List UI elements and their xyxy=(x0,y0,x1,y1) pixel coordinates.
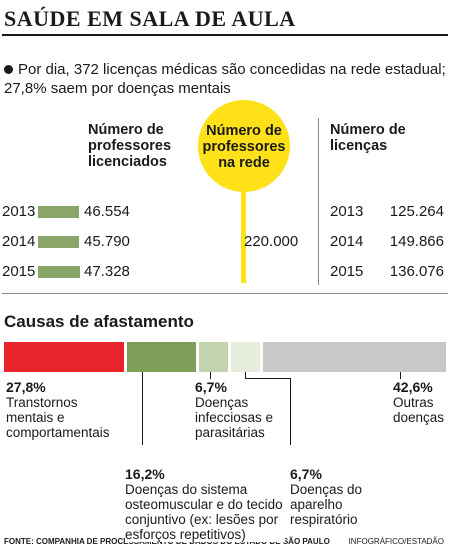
license-value: 125.264 xyxy=(389,203,444,220)
percent-label: 6,7% xyxy=(195,379,227,395)
leader-line xyxy=(245,378,291,379)
year-label: 2015 xyxy=(330,263,364,280)
cause-name: Doenças infecciosas e parasitárias xyxy=(195,395,274,440)
cause-name: Doenças do aparelho respiratório xyxy=(290,482,363,527)
segment xyxy=(4,342,124,372)
segment xyxy=(126,342,197,372)
year-label: 2014 xyxy=(2,233,36,250)
divider xyxy=(2,293,448,294)
cause-label: 42,6% Outras doenças xyxy=(393,379,450,425)
column-title: Número de licenças xyxy=(330,122,406,154)
bar xyxy=(38,236,79,248)
segment xyxy=(262,342,446,372)
segment xyxy=(231,342,260,372)
bar xyxy=(38,206,80,218)
value-label: 45.790 xyxy=(84,233,130,250)
cause-label: 27,8% Transtornos mentais e comportamenta… xyxy=(6,379,121,440)
cause-name: Outras doenças xyxy=(393,395,445,425)
license-value: 136.076 xyxy=(389,263,444,280)
year-label: 2013 xyxy=(2,203,36,220)
column-title: Número de professores na rede xyxy=(202,123,286,171)
lead: Por dia, 372 licenças médicas são conced… xyxy=(4,60,448,98)
section-title: Causas de afastamento xyxy=(4,312,194,331)
cause-label: 16,2% Doenças do sistema osteomuscular e … xyxy=(125,466,285,542)
cause-name: Doenças do sistema osteomuscular e do te… xyxy=(125,482,283,542)
percent-label: 6,7% xyxy=(290,466,322,482)
value-label: 47.328 xyxy=(84,263,130,280)
year-label: 2013 xyxy=(330,203,364,220)
value-label: 46.554 xyxy=(84,203,130,220)
year-label: 2015 xyxy=(2,263,36,280)
percent-label: 42,6% xyxy=(393,379,433,395)
cause-label: 6,7% Doenças do aparelho respiratório xyxy=(290,466,380,527)
percent-label: 27,8% xyxy=(6,379,46,395)
segment xyxy=(199,342,228,372)
bullet xyxy=(4,65,13,74)
network-value: 220.000 xyxy=(244,233,299,250)
bar xyxy=(38,266,80,278)
license-value: 149.866 xyxy=(389,233,444,250)
divider xyxy=(318,118,319,285)
rule xyxy=(2,34,448,36)
column-title: Número de professores licenciados xyxy=(88,122,172,170)
highlight-circle xyxy=(198,100,290,192)
cause-name: Transtornos mentais e comportamentais xyxy=(6,395,110,440)
highlight-stem xyxy=(241,185,246,283)
percent-label: 16,2% xyxy=(125,466,165,482)
leader-line xyxy=(142,357,143,445)
credit: INFOGRÁFICO/ESTADÃO xyxy=(348,537,444,546)
lead-text: Por dia, 372 licenças médicas são conced… xyxy=(4,61,446,97)
cause-label: 6,7% Doenças infecciosas e parasitárias xyxy=(195,379,285,440)
title: SAÚDE EM SALA DE AULA xyxy=(4,6,296,31)
leader-line xyxy=(290,378,291,445)
year-label: 2014 xyxy=(330,233,364,250)
